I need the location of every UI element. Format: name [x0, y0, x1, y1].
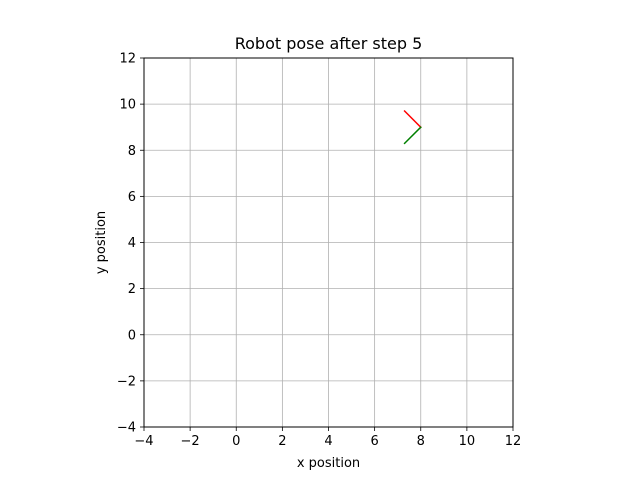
pose-axis-line-2 [403, 126, 422, 145]
x-tick-label: 6 [370, 434, 378, 449]
y-tick-label: −4 [117, 421, 136, 436]
y-tick-label: 6 [128, 190, 136, 205]
y-tick-label: 4 [128, 236, 136, 251]
x-tick-label: 10 [459, 434, 476, 449]
y-tick-label: 2 [128, 282, 136, 297]
x-tick-label: −4 [134, 434, 153, 449]
series-group [403, 109, 422, 145]
y-tick-label: 10 [119, 98, 136, 113]
x-axis-label: x position [297, 456, 360, 471]
y-tick-label: 0 [128, 328, 136, 343]
x-tick-label: 0 [232, 434, 240, 449]
x-tick-label: 8 [417, 434, 425, 449]
x-tick-label: −2 [181, 434, 200, 449]
y-axis-label: y position [94, 211, 109, 274]
x-tick-label: 2 [278, 434, 286, 449]
x-tick-label: 12 [505, 434, 522, 449]
y-ticks: −4 −2 0 2 4 6 8 10 12 [117, 52, 144, 436]
x-ticks: −4 −2 0 2 4 6 8 10 12 [134, 427, 521, 449]
x-tick-label: 4 [324, 434, 332, 449]
grid [143, 57, 514, 428]
y-tick-label: 12 [119, 52, 136, 67]
y-tick-label: −2 [117, 374, 136, 389]
y-tick-label: 8 [128, 144, 136, 159]
chart-title: Robot pose after step 5 [235, 34, 423, 53]
pose-axis-line-1 [403, 109, 422, 129]
